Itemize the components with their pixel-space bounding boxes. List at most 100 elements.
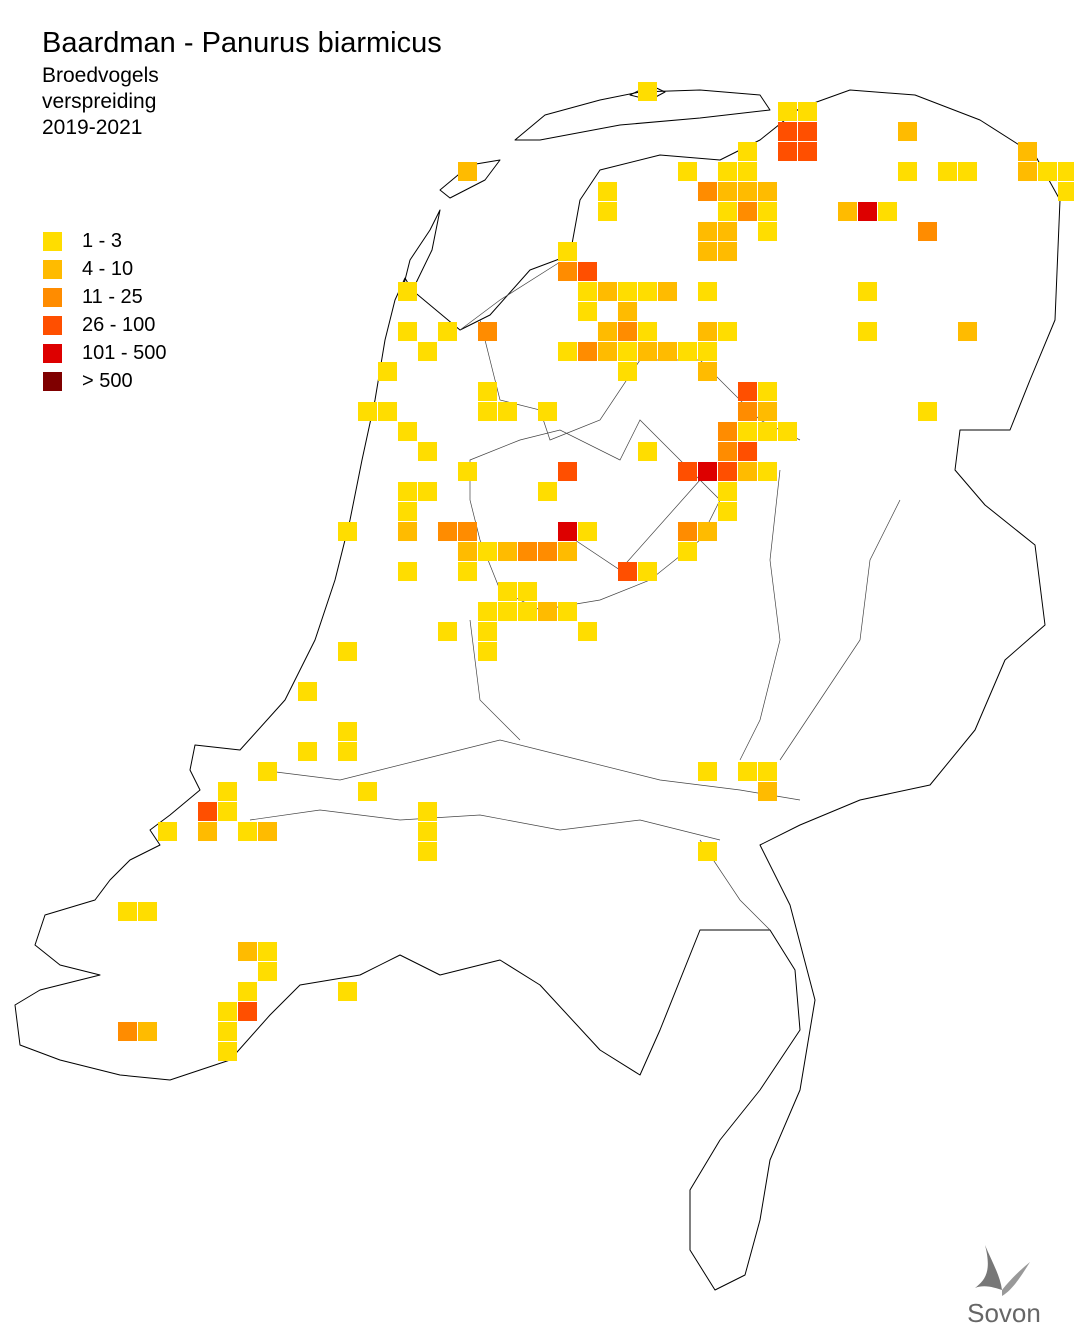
- distribution-cell: [618, 302, 637, 321]
- distribution-cell: [398, 282, 417, 301]
- distribution-cell: [618, 282, 637, 301]
- distribution-cell: [1058, 182, 1074, 201]
- distribution-cell: [598, 182, 617, 201]
- distribution-cell: [578, 342, 597, 361]
- distribution-cell: [658, 282, 677, 301]
- distribution-cell: [478, 382, 497, 401]
- distribution-cell: [498, 602, 517, 621]
- distribution-cell: [698, 242, 717, 261]
- distribution-cell: [698, 522, 717, 541]
- subtitle-line: 2019-2021: [42, 116, 142, 139]
- distribution-cell: [798, 142, 817, 161]
- distribution-cell: [1018, 162, 1037, 181]
- distribution-cell: [558, 262, 577, 281]
- distribution-cell: [198, 802, 217, 821]
- distribution-cell: [358, 402, 377, 421]
- distribution-cell: [918, 222, 937, 241]
- distribution-cell: [398, 422, 417, 441]
- distribution-cell: [458, 462, 477, 481]
- distribution-cell: [218, 1022, 237, 1041]
- distribution-cell: [758, 222, 777, 241]
- title: Baardman - Panurus biarmicus: [42, 27, 442, 59]
- distribution-cell: [698, 462, 717, 481]
- distribution-cell: [598, 282, 617, 301]
- legend-swatch: [43, 316, 62, 335]
- distribution-cell: [698, 762, 717, 781]
- distribution-cell: [438, 622, 457, 641]
- distribution-cell: [718, 502, 737, 521]
- legend-label: 101 - 500: [82, 342, 167, 364]
- distribution-cell: [478, 402, 497, 421]
- distribution-cell: [518, 582, 537, 601]
- distribution-cell: [798, 122, 817, 141]
- distribution-cell: [218, 802, 237, 821]
- distribution-cell: [758, 202, 777, 221]
- distribution-cell: [498, 402, 517, 421]
- distribution-cell: [398, 562, 417, 581]
- distribution-cell: [578, 522, 597, 541]
- distribution-cell: [778, 422, 797, 441]
- distribution-cell: [678, 542, 697, 561]
- distribution-cell: [598, 342, 617, 361]
- distribution-cell: [458, 522, 477, 541]
- legend: 1 - 3 4 - 10 11 - 25 26 - 100 101 - 500 > 500: [43, 230, 167, 392]
- distribution-cell: [678, 162, 697, 181]
- distribution-cell: [878, 202, 897, 221]
- distribution-cell: [638, 282, 657, 301]
- distribution-cell: [898, 162, 917, 181]
- distribution-cell: [1058, 162, 1074, 181]
- distribution-cell: [258, 822, 277, 841]
- distribution-cells: [118, 82, 1074, 1061]
- distribution-cell: [618, 562, 637, 581]
- distribution-cell: [738, 202, 757, 221]
- distribution-cell: [258, 962, 277, 981]
- distribution-cell: [578, 282, 597, 301]
- legend-swatch: [43, 372, 62, 391]
- distribution-cell: [758, 182, 777, 201]
- distribution-cell: [438, 322, 457, 341]
- distribution-cell: [478, 642, 497, 661]
- distribution-cell: [138, 1022, 157, 1041]
- map-outline: [14, 84, 1061, 1291]
- distribution-cell: [958, 162, 977, 181]
- distribution-cell: [618, 342, 637, 361]
- distribution-cell: [478, 322, 497, 341]
- distribution-cell: [678, 522, 697, 541]
- distribution-cell: [558, 602, 577, 621]
- distribution-cell: [438, 522, 457, 541]
- distribution-cell: [538, 402, 557, 421]
- distribution-cell: [398, 522, 417, 541]
- distribution-cell: [718, 162, 737, 181]
- distribution-cell: [718, 222, 737, 241]
- distribution-cell: [118, 902, 137, 921]
- distribution-cell: [718, 182, 737, 201]
- logo-bird: [975, 1245, 1002, 1290]
- legend-swatch: [43, 260, 62, 279]
- distribution-cell: [398, 322, 417, 341]
- distribution-cell: [718, 462, 737, 481]
- distribution-cell: [758, 782, 777, 801]
- distribution-cell: [418, 842, 437, 861]
- legend-label: 4 - 10: [82, 258, 133, 280]
- distribution-cell: [718, 482, 737, 501]
- legend-swatch: [43, 232, 62, 251]
- legend-label: 1 - 3: [82, 230, 122, 252]
- distribution-cell: [418, 802, 437, 821]
- distribution-cell: [478, 622, 497, 641]
- subtitle-line: Broedvogels: [42, 64, 159, 87]
- distribution-cell: [758, 422, 777, 441]
- distribution-cell: [638, 562, 657, 581]
- legend-label: > 500: [82, 370, 133, 392]
- distribution-cell: [858, 322, 877, 341]
- distribution-cell: [538, 602, 557, 621]
- distribution-cell: [778, 142, 797, 161]
- distribution-cell: [198, 822, 217, 841]
- logo: Sovon: [967, 1245, 1041, 1328]
- distribution-cell: [378, 402, 397, 421]
- distribution-cell: [558, 522, 577, 541]
- distribution-cell: [718, 202, 737, 221]
- distribution-cell: [1038, 162, 1057, 181]
- distribution-cell: [658, 342, 677, 361]
- distribution-cell: [558, 462, 577, 481]
